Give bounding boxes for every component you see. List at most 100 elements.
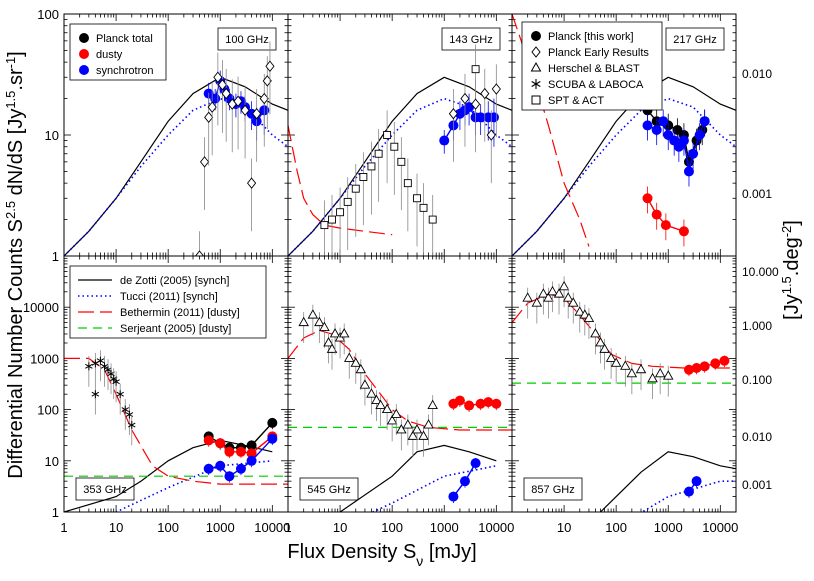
series-herschel-blast	[522, 276, 674, 400]
data-point	[213, 71, 223, 83]
panel-label-box	[217, 27, 277, 51]
panel-545-ghz-axes	[287, 255, 513, 513]
legend-label: SCUBA & LABOCA	[548, 79, 644, 91]
series-synchrotron	[439, 93, 499, 154]
panel-label: 545 GHz	[307, 484, 350, 496]
data-point	[307, 309, 319, 319]
data-point	[359, 379, 371, 389]
x-tick-label: 100	[605, 520, 627, 535]
legend-label: Planck total	[96, 33, 153, 45]
y-title-right-d: -2	[779, 226, 794, 238]
data-point	[558, 280, 570, 291]
panel-143-ghz-plot	[288, 44, 512, 256]
x-tick-label: 100	[157, 520, 179, 535]
data-point	[246, 440, 257, 451]
data-point	[642, 193, 653, 204]
x-tick-label: 1	[284, 520, 291, 535]
legend-marker	[530, 61, 542, 72]
x-tick-label: 10000	[254, 520, 290, 535]
x-tick-label: 1	[60, 520, 67, 535]
data-point	[480, 87, 490, 100]
data-point	[221, 87, 231, 100]
series-planck-early-results	[194, 41, 275, 256]
data-point	[343, 352, 355, 362]
data-point	[460, 92, 470, 105]
series-synchrotron	[203, 433, 278, 483]
data-point	[96, 356, 105, 365]
panel-label-box	[299, 477, 359, 501]
data-point	[314, 316, 325, 327]
legend-label: Planck [this work]	[548, 31, 634, 43]
panel-143-ghz: 143 GHz	[287, 13, 513, 257]
data-point	[413, 194, 421, 203]
data-point	[688, 148, 699, 159]
x-tick-label: 10000	[702, 520, 738, 535]
data-point	[567, 297, 579, 307]
panel-100-ghz-plot	[64, 41, 288, 256]
data-point	[366, 388, 377, 398]
model-curve	[288, 97, 512, 256]
data-point	[240, 104, 250, 117]
data-point	[699, 361, 710, 372]
panel-label-box	[665, 27, 725, 51]
y-title-left-a: Differential Number Counts S	[5, 219, 27, 479]
data-point	[217, 79, 227, 91]
data-point	[207, 101, 217, 113]
panel-label: 217 GHz	[673, 34, 716, 46]
series-herschel-blast	[298, 304, 438, 457]
data-point	[531, 297, 543, 307]
y-tick-label-right: 0.001	[742, 478, 772, 492]
data-point	[355, 363, 367, 374]
data-point	[85, 362, 93, 371]
data-point	[642, 120, 653, 131]
data-point	[215, 438, 226, 449]
data-point	[651, 209, 662, 220]
data-point	[267, 433, 278, 444]
data-point	[235, 446, 246, 457]
y-tick-label-right: 0.010	[742, 67, 772, 81]
y-title-right-b: 1.5	[779, 276, 794, 294]
data-point	[678, 135, 689, 146]
data-point	[319, 321, 330, 332]
model-curve	[288, 125, 393, 236]
data-point	[252, 107, 262, 120]
data-point	[658, 116, 669, 127]
data-point	[367, 162, 376, 171]
data-point	[683, 486, 694, 497]
y-title-left-c: dN/dS [Jy	[5, 109, 27, 201]
y-title-left-f: -1	[3, 57, 18, 69]
panel-857-ghz: 0.001 0.010 0.100 1.000 10.000 10 100 1000 10000…	[511, 255, 779, 535]
data-point	[336, 208, 345, 217]
data-point	[128, 421, 136, 430]
data-point	[224, 471, 235, 482]
legend-label: dusty	[96, 49, 123, 61]
legend-sources: Planck total dusty synchrotron	[69, 23, 167, 81]
data-point	[590, 328, 601, 338]
data-point	[471, 65, 480, 74]
series-dusty	[642, 186, 689, 247]
data-point	[246, 455, 257, 466]
data-point	[326, 343, 338, 353]
y-tick-label-left: 100	[37, 7, 59, 22]
data-point	[683, 166, 694, 177]
data-point	[678, 226, 689, 237]
series-planck-early-results	[448, 64, 501, 184]
data-point	[522, 292, 533, 302]
data-point	[418, 430, 429, 440]
data-point	[599, 343, 610, 353]
y-tick-label-left: 1	[52, 249, 59, 264]
legend-marker	[531, 95, 541, 105]
panel-label: 353 GHz	[83, 484, 126, 496]
y-tick-label-left: 10	[45, 128, 59, 143]
model-curve	[512, 293, 736, 369]
data-point	[662, 370, 674, 380]
series-synchrotron	[642, 109, 710, 187]
data-point	[448, 107, 458, 120]
series-spt-act	[320, 44, 480, 256]
y-tick-label-left: 10000	[23, 300, 59, 315]
series-scuba-laboca	[85, 350, 136, 446]
series-synchrotron	[448, 458, 481, 503]
data-point	[203, 435, 214, 446]
